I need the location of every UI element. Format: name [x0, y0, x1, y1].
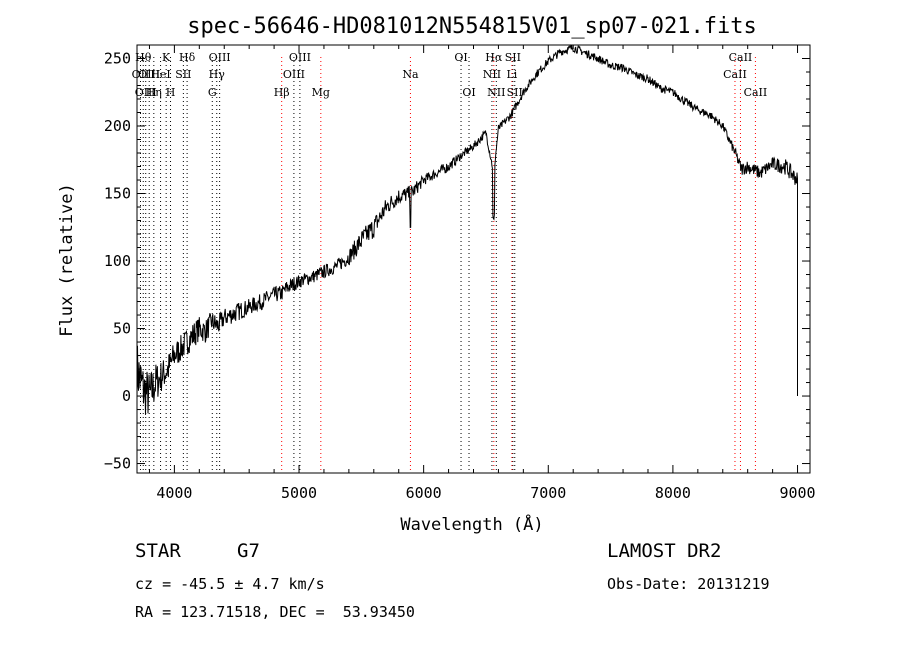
x-axis-label: Wavelength (Å) [400, 513, 543, 535]
y-tick-label: −50 [104, 455, 131, 473]
spectral-line-label: OIII [209, 51, 231, 64]
spectral-line-label: OIII [135, 86, 157, 99]
spectral-line-label: OI [454, 51, 467, 64]
spectral-line-label: SII [505, 51, 521, 64]
plot-frame [136, 44, 811, 474]
y-axis: −50 0 50 100 150 200 250 [104, 44, 810, 473]
spectral-line-label: CaII [744, 86, 768, 99]
x-tick-label: 9000 [779, 484, 815, 502]
observation-date: Obs-Date: 20131219 [607, 575, 770, 593]
spectral-line-label: OIII [289, 51, 311, 64]
spectral-line-label: Na [402, 68, 419, 81]
spectral-line-label: OII [132, 68, 150, 81]
spectral-line-label: CaII [723, 68, 747, 81]
spectral-line-label: OIII [283, 68, 305, 81]
object-subclass: G7 [237, 540, 260, 562]
spectral-line-label: OIII [138, 68, 160, 81]
object-class: STAR [135, 540, 181, 562]
spectral-line-label: Mg [312, 86, 330, 99]
x-tick-label: 8000 [655, 484, 691, 502]
spectral-line-label: Hδ [179, 51, 196, 64]
spectral-line-label: Hα [485, 51, 503, 64]
spectral-line-label: SII [507, 86, 523, 99]
spectrum-line [136, 44, 798, 415]
spectral-line-label: Hβ [274, 86, 290, 99]
x-tick-label: 6000 [406, 484, 442, 502]
x-tick-label: 4000 [156, 484, 192, 502]
x-tick-label: 7000 [530, 484, 566, 502]
spectral-line-label: OI [462, 86, 475, 99]
y-tick-label: 100 [104, 252, 131, 270]
y-tick-label: 150 [104, 185, 131, 203]
x-axis: 4000 5000 6000 7000 8000 9000 [148, 45, 816, 502]
spectral-line-label: Hθ [135, 51, 152, 64]
spectral-line-label: Hγ [209, 68, 226, 81]
chart-title: spec-56646-HD081012N554815V01_sp07-021.f… [187, 14, 757, 39]
x-tick-label: 5000 [281, 484, 317, 502]
redshift-value: cz = -45.5 ± 4.7 km/s [135, 575, 325, 593]
spectral-line-label: CaII [729, 51, 753, 64]
y-tick-label: 50 [113, 320, 131, 338]
spectral-line-label: NII [483, 68, 501, 81]
y-tick-label: 250 [104, 50, 131, 68]
spectral-line-label: SII [175, 68, 191, 81]
y-tick-label: 200 [104, 117, 131, 135]
survey-name: LAMOST DR2 [607, 540, 722, 562]
spectral-line-label: Li [506, 68, 517, 81]
spectral-line-labels: OIIHθOIIIOIIIHηHeIKHSIIHδGHγOIIIHβOIIIOI… [132, 51, 768, 99]
spectral-line-label: NII [487, 86, 505, 99]
spectral-line-markers [139, 57, 756, 473]
coordinates: RA = 123.71518, DEC = 53.93450 [135, 603, 415, 621]
y-axis-label: Flux (relative) [57, 183, 77, 337]
spectral-line-label: K [162, 51, 171, 64]
spectral-line-label: G [208, 86, 217, 99]
spectral-line-label: H [166, 86, 176, 99]
spectral-line-label: HeI [150, 68, 170, 81]
y-tick-label: 0 [122, 387, 131, 405]
spectral-line-label: Hη [146, 86, 162, 99]
